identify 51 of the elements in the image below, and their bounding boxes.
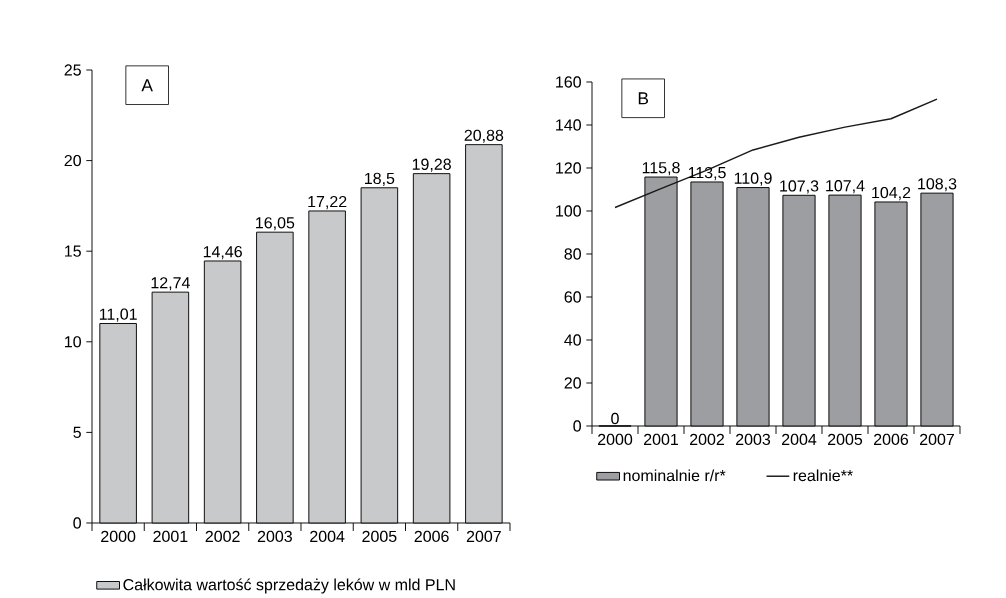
x-tick-label: 2000 (101, 530, 136, 543)
x-tick-label: 2007 (466, 530, 501, 543)
data-label: 20,88 (464, 129, 504, 144)
x-tick-label: 2004 (310, 530, 345, 543)
x-tick-label: 2005 (827, 433, 863, 446)
data-label: 12,74 (151, 277, 190, 291)
x-tick-label: 2002 (205, 530, 240, 543)
y-tick-label: 0 (73, 517, 81, 529)
data-label: 107,3 (780, 180, 819, 194)
y-tick-label: 160 (556, 76, 581, 88)
x-tick-label: 2007 (919, 433, 954, 446)
legend-label: Całkowita wartość sprzedaży leków w mld PLN (123, 578, 455, 594)
y-tick-label: 120 (556, 162, 581, 174)
y-tick-label: 40 (564, 334, 581, 346)
annotation: B (638, 92, 649, 105)
x-tick-label: 2006 (414, 530, 449, 543)
data-label: 115,8 (642, 162, 680, 176)
legend-label: nominalnie r/r* (623, 469, 726, 482)
y-tick-label: 20 (564, 377, 581, 389)
y-tick-label: 140 (556, 119, 581, 131)
y-tick-label: 20 (64, 155, 81, 167)
x-tick-label: 2006 (873, 433, 909, 446)
data-label: 108,3 (918, 178, 957, 192)
data-label: 110,9 (734, 172, 772, 186)
y-tick-label: 0 (573, 420, 581, 432)
x-tick-label: 2001 (153, 530, 188, 543)
x-tick-label: 2000 (598, 433, 633, 446)
x-tick-label: 2004 (782, 433, 817, 446)
annotation: A (141, 79, 153, 92)
y-tick-label: 25 (64, 64, 81, 76)
y-tick-label: 80 (564, 248, 581, 260)
data-label: 17,22 (308, 196, 347, 210)
y-tick-label: 10 (65, 336, 81, 348)
data-label: 104,2 (872, 187, 911, 201)
data-label: 16,05 (256, 217, 295, 231)
x-tick-label: 2002 (690, 433, 724, 446)
x-tick-label: 2003 (257, 530, 292, 543)
data-label: 107,4 (826, 180, 865, 194)
x-tick-label: 2003 (736, 433, 771, 446)
y-tick-label: 100 (556, 205, 581, 217)
data-label: 0 (611, 413, 619, 425)
data-label: 18,5 (365, 172, 395, 187)
y-tick-label: 60 (564, 291, 581, 303)
data-label: 19,28 (412, 158, 451, 173)
x-tick-label: 2005 (362, 530, 397, 543)
y-tick-label: 15 (65, 245, 81, 257)
x-tick-label: 2001 (644, 433, 679, 446)
legend-label: realnie** (793, 469, 853, 482)
data-label: 14,46 (203, 246, 242, 260)
data-label: 11,01 (99, 308, 137, 322)
y-tick-label: 5 (73, 427, 81, 439)
